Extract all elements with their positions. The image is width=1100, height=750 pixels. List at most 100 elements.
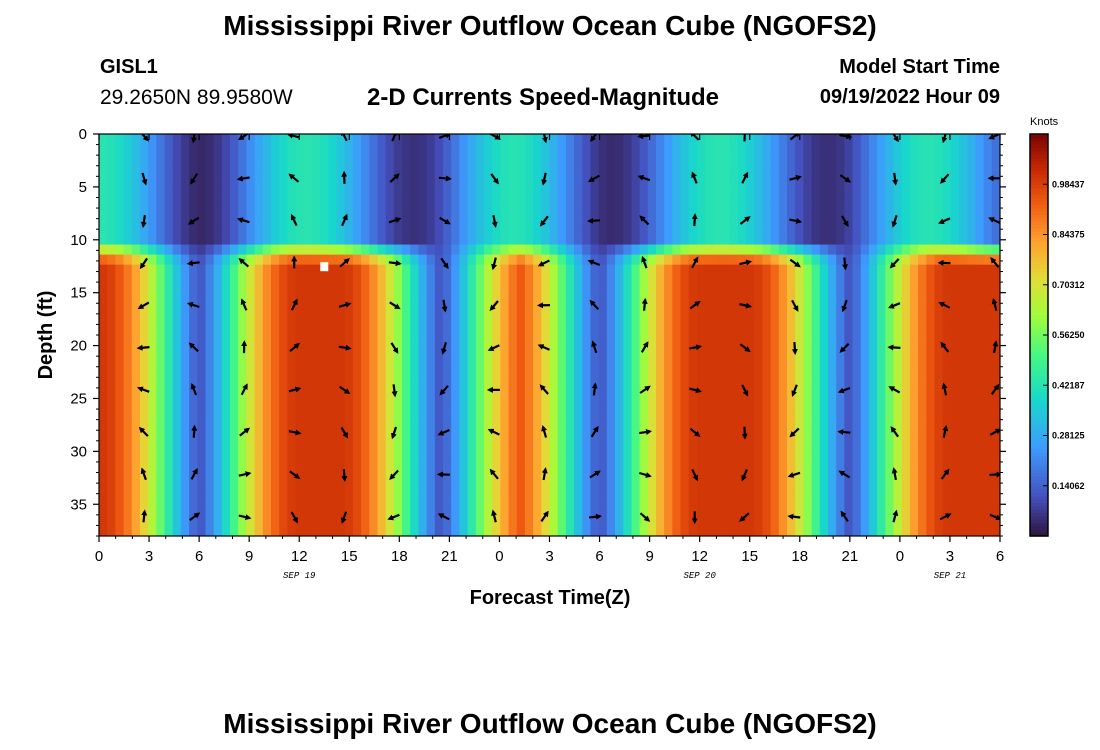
heatmap-cell — [827, 254, 837, 266]
heatmap-cell — [410, 435, 420, 447]
heatmap-cell — [803, 264, 813, 276]
heatmap-cell — [754, 244, 764, 256]
heatmap-cell — [934, 375, 944, 386]
heatmap-cell — [778, 335, 788, 346]
heatmap-cell — [623, 345, 633, 356]
heatmap-cell — [451, 304, 460, 316]
heatmap-cell — [655, 345, 665, 356]
heatmap-cell — [885, 415, 895, 427]
heatmap-cell — [393, 294, 403, 306]
heatmap-cell — [156, 485, 166, 497]
heatmap-cell — [377, 435, 387, 447]
heatmap-cell — [533, 204, 542, 215]
heatmap-cell — [254, 304, 264, 316]
heatmap-cell — [172, 214, 182, 226]
heatmap-cell — [868, 365, 878, 376]
heatmap-cell — [672, 455, 682, 467]
heatmap-cell — [221, 445, 231, 457]
heatmap-cell — [311, 395, 321, 406]
heatmap-cell — [483, 415, 493, 427]
heatmap-cell — [901, 264, 911, 276]
heatmap-cell — [983, 184, 993, 195]
heatmap-cell — [574, 144, 583, 155]
heatmap-cell — [451, 224, 460, 236]
heatmap-cell — [221, 435, 231, 447]
heatmap-cell — [893, 154, 903, 165]
heatmap-cell — [533, 465, 542, 477]
heatmap-cell — [508, 465, 518, 477]
heatmap-cell — [926, 465, 936, 477]
heatmap-cell — [901, 284, 911, 296]
heatmap-cell — [590, 264, 600, 276]
heatmap-cell — [860, 214, 870, 226]
heatmap-cell — [918, 485, 927, 497]
current-arrow — [991, 297, 998, 311]
heatmap-cell — [344, 425, 354, 437]
heatmap-cell — [991, 144, 1000, 155]
heatmap-cell — [172, 435, 182, 447]
current-arrow — [988, 217, 1000, 224]
heatmap-cell — [975, 164, 985, 175]
heatmap-cell — [475, 204, 485, 215]
heatmap-cell — [877, 214, 886, 226]
heatmap-cell — [803, 525, 813, 536]
heatmap-cell — [320, 234, 329, 246]
heatmap-cell — [639, 365, 649, 376]
heatmap-cell — [262, 365, 272, 376]
heatmap-cell — [516, 244, 526, 256]
heatmap-cell — [303, 525, 313, 536]
colorbar-swatch — [1030, 358, 1048, 363]
heatmap-cell — [148, 525, 157, 536]
heatmap-cell — [811, 284, 821, 296]
heatmap-cell — [680, 184, 690, 195]
heatmap-cell — [180, 375, 190, 386]
heatmap-cell — [524, 254, 534, 266]
heatmap-cell — [369, 415, 379, 427]
heatmap-cell — [197, 485, 207, 497]
heatmap-cell — [901, 224, 911, 236]
heatmap-cell — [123, 525, 133, 536]
heatmap-cell — [123, 335, 133, 346]
heatmap-cell — [680, 234, 690, 246]
heatmap-cell — [500, 355, 510, 366]
heatmap-cell — [746, 355, 755, 366]
heatmap-cell — [148, 274, 157, 286]
heatmap-cell — [983, 304, 993, 316]
heatmap-cell — [238, 455, 248, 467]
heatmap-cell — [901, 515, 911, 527]
heatmap-cell — [787, 234, 796, 246]
heatmap-cell — [926, 445, 936, 457]
heatmap-cell — [262, 234, 272, 246]
current-arrow — [338, 344, 352, 351]
colorbar-swatch — [1030, 365, 1048, 370]
heatmap-cell — [991, 465, 1000, 477]
heatmap-cell — [557, 164, 567, 175]
heatmap-cell — [623, 184, 633, 195]
heatmap-cell — [975, 425, 985, 437]
heatmap-cell — [516, 375, 526, 386]
heatmap-cell — [303, 214, 313, 226]
heatmap-cell — [311, 375, 321, 386]
heatmap-cell — [827, 174, 837, 185]
current-arrow — [537, 344, 550, 351]
heatmap-cell — [688, 455, 698, 467]
heatmap-cell — [131, 264, 141, 276]
heatmap-cell — [934, 164, 944, 175]
heatmap-cell — [901, 324, 911, 336]
heatmap-cell — [148, 184, 157, 195]
heatmap-cell — [361, 335, 370, 346]
heatmap-cell — [918, 495, 927, 507]
heatmap-cell — [778, 425, 788, 437]
heatmap-cell — [606, 144, 616, 155]
heatmap-cell — [713, 355, 723, 366]
heatmap-cell — [393, 164, 403, 175]
heatmap-cell — [385, 365, 395, 376]
heatmap-cell — [737, 395, 747, 406]
heatmap-cell — [852, 415, 862, 427]
heatmap-cell — [803, 284, 813, 296]
heatmap-cell — [123, 475, 133, 487]
heatmap-cell — [180, 435, 190, 447]
heatmap-cell — [139, 294, 149, 306]
heatmap-cell — [295, 134, 305, 145]
heatmap-cell — [459, 134, 469, 145]
